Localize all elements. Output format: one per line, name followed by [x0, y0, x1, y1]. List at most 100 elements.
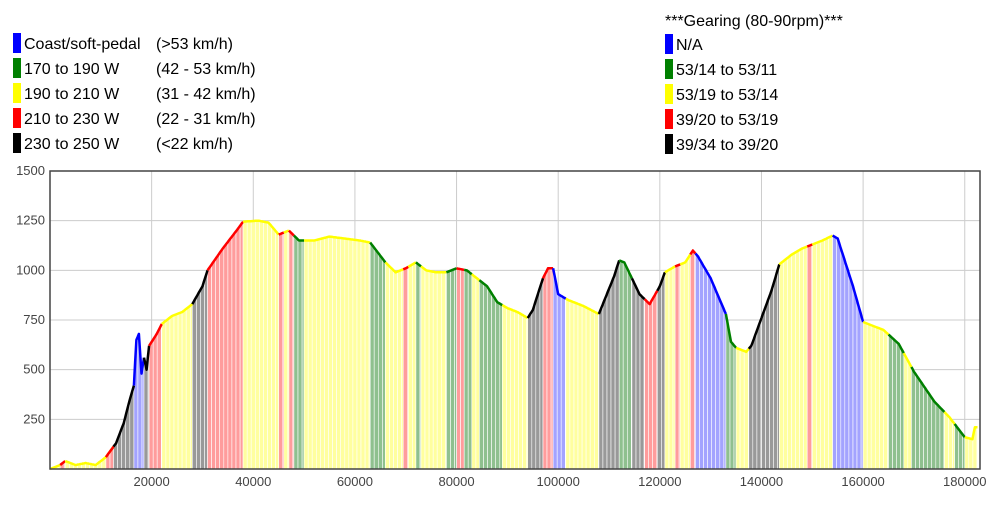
area-strip-green — [415, 261, 421, 470]
profile-line-blue — [551, 268, 567, 300]
profile-line-yellow — [943, 411, 956, 425]
area-strip-yellow — [944, 411, 949, 470]
legend-speed: (>53 km/h) — [156, 36, 233, 53]
legend-swatch-green — [13, 58, 21, 78]
area-strip-yellow — [506, 306, 511, 470]
legend-label: 39/20 to 53/19 — [676, 112, 779, 129]
area-strip-red — [644, 298, 650, 470]
area-strip-yellow — [735, 347, 741, 470]
area-strip-yellow — [874, 326, 880, 470]
area-strip-yellow — [263, 221, 268, 470]
area-strip-blue — [699, 257, 704, 470]
area-strip-blue — [560, 295, 566, 470]
area-strip-yellow — [420, 265, 426, 470]
area-strip-green — [911, 366, 916, 470]
legend-label: 53/19 to 53/14 — [676, 87, 779, 104]
area-strip-yellow — [683, 256, 689, 470]
profile-line-black — [526, 277, 545, 319]
profile-line-yellow — [501, 303, 529, 320]
area-strip-red — [288, 229, 294, 470]
area-strip-green — [377, 252, 383, 470]
area-strip-yellow — [668, 267, 674, 470]
area-strip-black — [535, 287, 541, 470]
area-strip-yellow — [275, 230, 280, 470]
area-strip-black — [200, 279, 205, 470]
area-strip-black — [656, 281, 662, 470]
area-strip-blue — [715, 290, 721, 470]
area-strip-black — [598, 303, 604, 470]
area-strip-green — [935, 402, 941, 470]
profile-line-yellow — [420, 265, 447, 274]
profile-line-black — [656, 271, 667, 292]
profile-line-green — [415, 261, 422, 268]
legend-swatch-red — [665, 109, 673, 129]
legend-label: 170 to 190 W — [24, 61, 120, 78]
area-strip-black — [143, 355, 149, 470]
area-strip-black — [531, 300, 537, 470]
legend-row: N/A — [665, 33, 843, 58]
area-strip-yellow — [501, 304, 507, 470]
area-strip-yellow — [324, 236, 329, 470]
profile-line-green — [724, 313, 738, 349]
area-strip-green — [939, 406, 945, 470]
area-strip-blue — [856, 300, 862, 470]
legend-speed: (31 - 42 km/h) — [156, 86, 256, 103]
area-strip-yellow — [803, 246, 808, 470]
area-strip-green — [626, 268, 632, 470]
y-tick-label: 750 — [23, 312, 45, 327]
area-strip-yellow — [782, 257, 788, 470]
profile-line-black — [630, 277, 646, 301]
area-strip-red — [231, 230, 237, 470]
legend-swatch-black — [13, 133, 21, 153]
area-strip-green — [954, 423, 960, 470]
legend-swatch-yellow — [665, 84, 673, 104]
area-strip-black — [192, 295, 197, 470]
area-strip-yellow — [332, 236, 337, 470]
profile-line-black — [112, 385, 136, 448]
area-strip-yellow — [315, 238, 321, 470]
area-strip-green — [499, 303, 503, 470]
area-strip-blue — [848, 273, 854, 470]
x-tick-label: 180000 — [943, 474, 986, 489]
area-strip-green — [446, 270, 451, 470]
area-strip-yellow — [393, 269, 398, 470]
profile-line-yellow — [384, 261, 404, 274]
area-strip-yellow — [510, 308, 515, 470]
area-strip-yellow — [471, 273, 477, 470]
area-strip-black — [610, 273, 616, 470]
area-strip-yellow — [303, 240, 309, 470]
profile-line-yellow — [565, 297, 600, 316]
area-strip-red — [806, 244, 812, 470]
area-strip-black — [527, 310, 533, 470]
area-strip-yellow — [866, 323, 872, 470]
area-strip-yellow — [976, 426, 978, 470]
area-strip-yellow — [799, 247, 805, 470]
legend-label: 230 to 250 W — [24, 136, 120, 153]
profile-line-red — [148, 323, 163, 347]
profile-line-blue — [132, 332, 146, 386]
profile-line-blue — [694, 252, 728, 315]
area-strip-green — [487, 285, 492, 470]
area-strip-yellow — [356, 239, 362, 470]
area-strip-yellow — [344, 238, 350, 470]
area-strip-red — [674, 264, 680, 470]
area-strip-yellow — [259, 220, 264, 470]
area-strip-black — [748, 341, 754, 470]
profile-line-yellow — [964, 426, 978, 441]
area-strip-yellow — [828, 235, 833, 470]
area-strip-green — [896, 341, 902, 470]
area-strip-red — [227, 235, 233, 470]
x-tick-label: 140000 — [740, 474, 783, 489]
area-strip-green — [495, 298, 501, 470]
profile-line-yellow — [902, 352, 913, 368]
profile-line-black — [191, 269, 209, 305]
area-strip-green — [382, 257, 386, 470]
area-strip-red — [235, 224, 241, 470]
area-strip-yellow — [589, 308, 595, 470]
legend-swatch-black — [665, 134, 673, 154]
area-strip-blue — [695, 252, 700, 470]
area-strip-black — [756, 319, 762, 470]
area-strip-yellow — [593, 311, 599, 470]
profile-line-red — [689, 249, 697, 256]
